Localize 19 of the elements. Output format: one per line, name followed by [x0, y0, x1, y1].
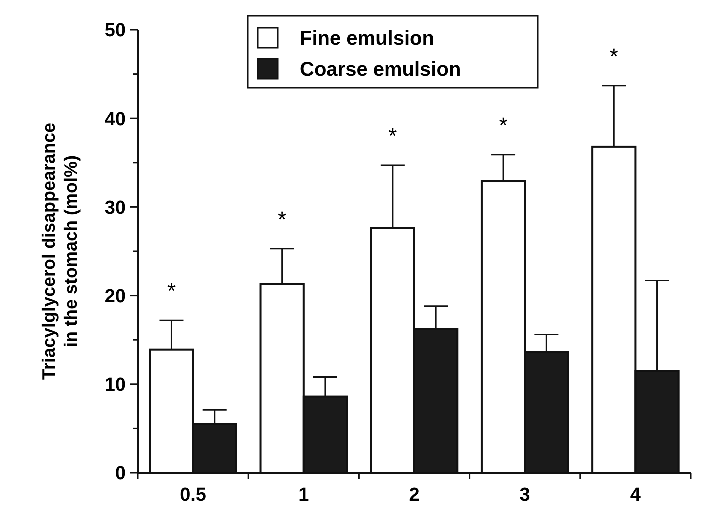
annotation: *: [278, 206, 288, 232]
y-tick-label: 20: [104, 286, 126, 308]
y-tick-label: 0: [115, 464, 126, 485]
annotation: *: [499, 112, 508, 138]
annotation: *: [388, 124, 398, 149]
legend-label: Coarse emulsion: [300, 59, 462, 81]
x-tick-label: 1: [298, 485, 310, 506]
annotation: *: [167, 278, 176, 304]
y-tick-label: 40: [104, 109, 126, 130]
y-tick-label: 50: [104, 20, 126, 42]
y-axis-title: Triacylglycerol disappearance in the stomach (mol%): [39, 122, 81, 380]
x-tick-label: 2: [409, 485, 420, 506]
x-tick-label: 4: [630, 485, 642, 506]
x-tick-label: 3: [520, 485, 530, 506]
legend-label: Fine emulsion: [300, 28, 434, 50]
annotation: *: [610, 44, 619, 69]
x-tick-label: 0.5: [180, 485, 207, 506]
y-tick-label: 10: [104, 375, 126, 396]
y-tick-label: 30: [104, 198, 126, 219]
